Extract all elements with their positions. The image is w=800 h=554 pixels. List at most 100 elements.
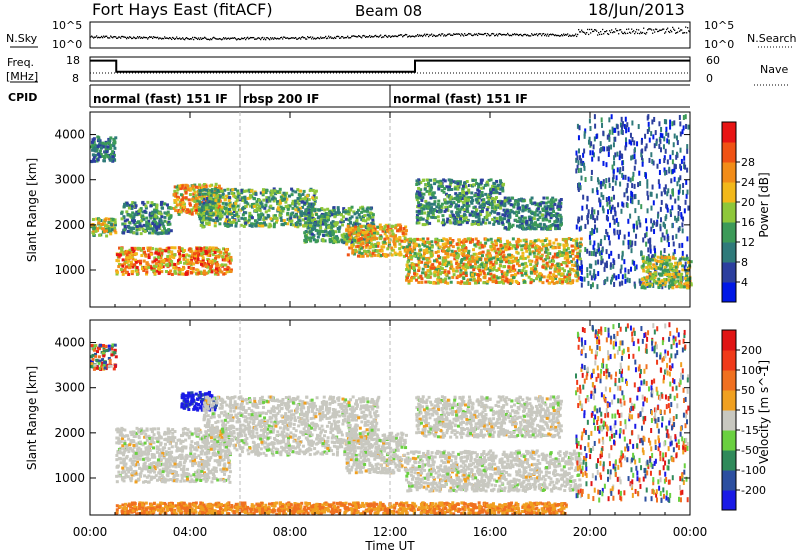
range-gate-pixel [91,143,95,147]
range-gate-pixel [120,269,124,273]
range-gate-pixel [485,281,489,285]
range-gate-pixel [94,153,98,157]
noise-point [91,35,93,37]
range-gate-pixel [184,190,188,194]
range-gate-pixel [230,192,234,196]
range-gate-pixel [206,199,210,203]
noise-point [258,37,260,39]
noise-point [221,39,223,41]
range-gate-pixel [252,192,256,196]
range-gate-pixel [479,213,483,217]
range-gate-pixel [424,199,428,203]
range-gate-pixel [430,202,434,206]
range-gate-pixel [205,206,209,210]
noise-point [134,37,136,39]
noise-point [129,36,131,38]
range-gate-pixel [198,193,202,197]
range-gate-pixel [204,212,208,216]
range-gate-pixel [463,184,467,188]
range-gate-pixel [299,211,303,215]
range-gate-pixel [530,267,534,271]
range-gate-pixel [507,265,511,269]
range-gate-pixel [355,216,359,220]
range-gate-pixel [325,225,329,229]
range-gate-pixel [505,277,509,281]
noise-point [283,36,285,38]
range-gate-pixel [425,247,429,251]
range-gate-pixel [499,181,503,185]
range-gate-pixel [390,234,394,238]
noise-point [564,34,566,37]
range-gate-pixel [381,229,385,233]
range-gate-pixel [573,263,577,267]
range-gate-pixel [472,183,476,187]
range-gate-pixel [401,230,405,234]
range-gate-pixel [242,224,246,228]
range-gate-pixel [436,250,440,254]
range-gate-pixel [516,262,520,266]
range-gate-pixel [474,279,478,283]
range-gate-pixel [443,179,447,183]
noise-point [192,36,194,39]
noise-point [467,33,469,36]
range-gate-pixel [481,201,485,205]
range-gate-pixel [576,255,580,259]
range-gate-pixel [547,225,551,229]
range-gate-pixel [436,277,440,281]
range-gate-pixel [506,255,510,259]
range-gate-pixel [349,221,353,225]
range-gate-pixel [185,253,189,257]
range-gate-pixel [489,244,493,248]
range-gate-pixel [364,219,368,223]
range-gate-pixel [472,252,476,256]
range-gate-pixel [538,272,542,276]
noise-point [474,33,476,35]
range-gate-pixel [429,281,433,285]
range-gate-pixel [515,224,519,228]
noise-point [548,35,550,37]
range-gate-pixel [207,222,211,226]
range-gate-pixel [529,270,533,274]
noise-point [588,33,590,36]
range-gate-pixel [131,248,135,252]
range-gate-pixel [477,185,481,189]
range-gate-pixel [236,214,240,218]
range-gate-pixel [179,206,183,210]
noise-point [320,36,322,38]
range-gate-pixel [308,236,312,240]
range-gate-pixel [442,249,446,253]
range-gate-pixel [531,225,535,229]
range-gate-pixel [213,206,217,210]
range-gate-pixel [473,178,477,182]
noise-point [465,34,467,36]
range-gate-pixel [412,276,416,280]
range-gate-pixel [534,227,538,231]
range-gate-pixel [524,240,528,244]
range-gate-pixel [484,241,488,245]
range-gate-pixel [341,219,345,223]
range-gate-pixel [333,222,337,226]
range-gate-pixel [462,219,466,223]
range-gate-pixel [255,206,259,210]
range-gate-pixel [161,206,165,210]
range-gate-pixel [137,227,141,231]
range-gate-pixel [545,196,549,200]
range-gate-pixel [144,254,148,258]
range-gate-pixel [369,207,373,211]
range-gate-pixel [548,281,552,285]
range-gate-pixel [562,248,566,252]
range-gate-pixel [424,205,428,209]
range-gate-pixel [557,207,561,211]
range-gate-pixel [492,267,496,271]
range-gate-pixel [522,199,526,203]
range-gate-pixel [501,244,505,248]
range-gate-pixel [473,194,477,198]
range-gate-pixel [564,248,568,252]
range-gate-pixel [240,216,244,220]
range-gate-pixel [511,244,515,248]
range-gate-pixel [189,249,193,253]
range-gate-pixel [98,141,102,145]
range-gate-pixel [330,237,334,241]
range-gate-pixel [187,210,191,214]
range-gate-pixel [278,191,282,195]
